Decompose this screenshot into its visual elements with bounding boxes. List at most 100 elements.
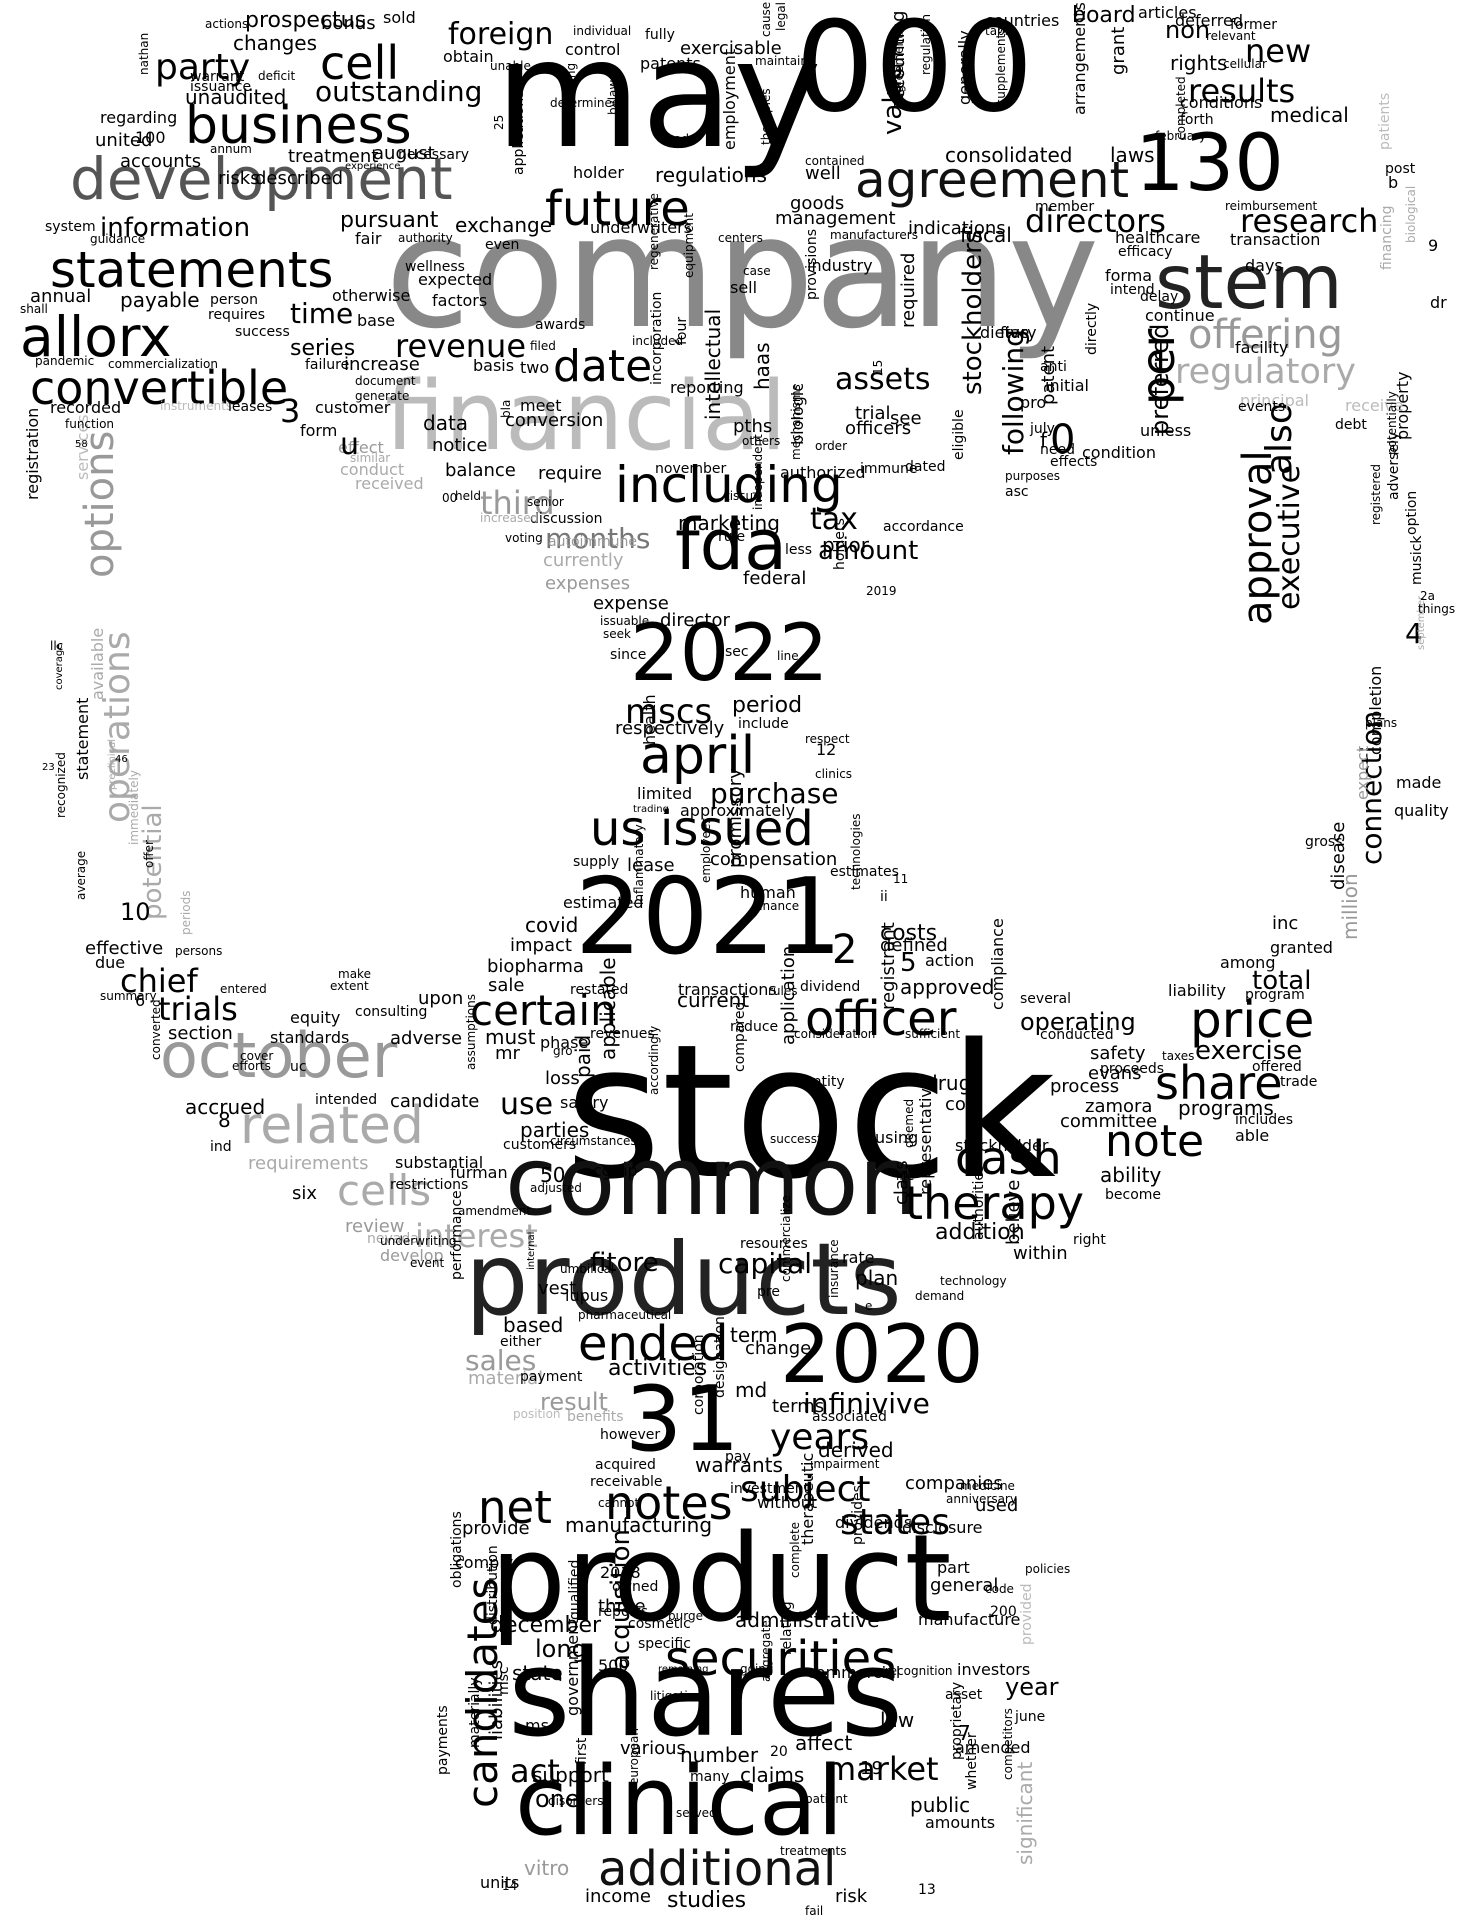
cloud-word: haas [750, 342, 774, 390]
cloud-word: going [740, 1662, 774, 1676]
cloud-word: compliance [988, 918, 1007, 1010]
cloud-word: centers [718, 231, 763, 245]
cloud-word: director [660, 610, 730, 631]
cloud-word: foreign [448, 17, 554, 52]
cloud-word: applicable [596, 957, 620, 1060]
cloud-word: october [160, 1019, 398, 1092]
cloud-word: law [880, 1708, 915, 1732]
cloud-word: 500 [598, 1656, 629, 1675]
cloud-word: whether [964, 1732, 980, 1790]
cloud-word: investors [957, 1660, 1031, 1679]
cloud-word: experience [345, 161, 401, 172]
cloud-word: restrictions [390, 1177, 469, 1193]
cloud-word: term [730, 1323, 778, 1347]
cloud-word: cell [320, 36, 400, 90]
cloud-word: current [677, 988, 750, 1012]
cloud-word: articles [1138, 3, 1197, 22]
cloud-word: clinical [515, 1747, 844, 1857]
cloud-word: adversely [1386, 431, 1402, 500]
cloud-word: fail [805, 1904, 824, 1918]
cloud-word: five [1000, 323, 1030, 342]
cloud-word: unaudited [185, 85, 287, 109]
cloud-word: conduct [340, 460, 405, 479]
cloud-word: either [500, 1334, 542, 1350]
cloud-word: employment [720, 48, 739, 150]
cloud-word: promissory [725, 768, 746, 868]
cloud-word: received [355, 474, 424, 493]
cloud-word: fair [355, 229, 382, 248]
cloud-word: cells [337, 1166, 432, 1215]
cloud-word: mscs [625, 692, 713, 732]
cloud-word: corporation [691, 1334, 707, 1415]
cloud-word: countries [985, 11, 1060, 30]
cloud-word: parties [520, 1118, 590, 1142]
cloud-word: actions [205, 17, 249, 31]
cloud-word: revenue [395, 327, 527, 365]
cloud-word: inc [1272, 913, 1299, 934]
cloud-word: code [985, 1582, 1014, 1596]
cloud-word: commercial [807, 1663, 901, 1682]
cloud-word: manufacturers [830, 228, 918, 242]
cloud-word: among [1220, 953, 1276, 972]
cloud-word: amounts [925, 1813, 996, 1832]
cloud-word: transaction [1230, 230, 1321, 249]
cloud-word: employees [699, 817, 713, 883]
cloud-word: may [495, 8, 822, 182]
cloud-word: underwriting [380, 1234, 457, 1248]
cloud-word: fully [645, 27, 675, 43]
cloud-word: increase [344, 354, 420, 375]
cloud-word: assumptions [464, 993, 478, 1070]
cloud-word: mechanisms [789, 384, 803, 460]
cloud-word: based [503, 1313, 564, 1337]
cloud-word: financial [385, 362, 787, 472]
cloud-word: guidance [90, 232, 146, 246]
cloud-word: issuance [190, 79, 252, 95]
cloud-word: state [512, 1661, 563, 1685]
cloud-word: 10 [120, 898, 151, 926]
cloud-word: others [742, 434, 781, 448]
cloud-word: certain [470, 986, 617, 1035]
cloud-word: product [490, 1510, 952, 1649]
cloud-word: events [1238, 399, 1286, 415]
cloud-word: payments [435, 1705, 451, 1775]
cloud-word: 20 [770, 1744, 788, 1760]
cloud-word: periods [179, 890, 193, 935]
cloud-word: capital [718, 1247, 813, 1280]
cloud-word: zamora [1085, 1096, 1153, 1117]
cloud-word: litigation [650, 1689, 703, 1703]
cloud-word: applications [511, 90, 527, 175]
cloud-word: associated [812, 1409, 887, 1425]
cloud-word: subject [740, 1469, 871, 1510]
cloud-word: intended [315, 1092, 378, 1108]
cloud-word: remaining [658, 1664, 709, 1675]
cloud-word: dietary [980, 323, 1037, 342]
cloud-word: ind [210, 1139, 232, 1155]
cloud-word: pharmaceutical [578, 1308, 672, 1322]
cloud-word: days [1245, 256, 1283, 275]
cloud-word: cost [945, 1094, 983, 1115]
cloud-word: consideration [794, 1027, 876, 1041]
cloud-word: supplements [994, 27, 1008, 105]
cloud-word: section [168, 1023, 233, 1044]
cloud-word: officers [845, 418, 912, 439]
cloud-word: therapies [759, 88, 773, 145]
cloud-word: policies [1025, 1562, 1071, 1576]
cloud-word: obligations [449, 1511, 465, 1588]
cloud-word: share [1155, 1056, 1283, 1110]
cloud-word: indications [908, 218, 1006, 239]
cloud-word: several [1020, 991, 1072, 1007]
cloud-word: offered [1252, 1059, 1302, 1075]
cloud-word: become [1105, 1187, 1162, 1203]
cloud-word: designation [712, 1316, 728, 1398]
cloud-word: trade [1280, 1074, 1318, 1090]
cloud-word: ability [1100, 1163, 1162, 1187]
cloud-word: required [898, 252, 919, 328]
cloud-word: risks [218, 168, 260, 189]
cloud-word: inflammatory [632, 824, 646, 905]
cloud-word: proceeds [1100, 1061, 1165, 1077]
cloud-word: note [1105, 1116, 1205, 1167]
cloud-word: many [690, 1769, 730, 1785]
cloud-word: sufficient [905, 1027, 961, 1041]
cloud-word: read [662, 132, 690, 146]
cloud-word: make [338, 967, 371, 981]
